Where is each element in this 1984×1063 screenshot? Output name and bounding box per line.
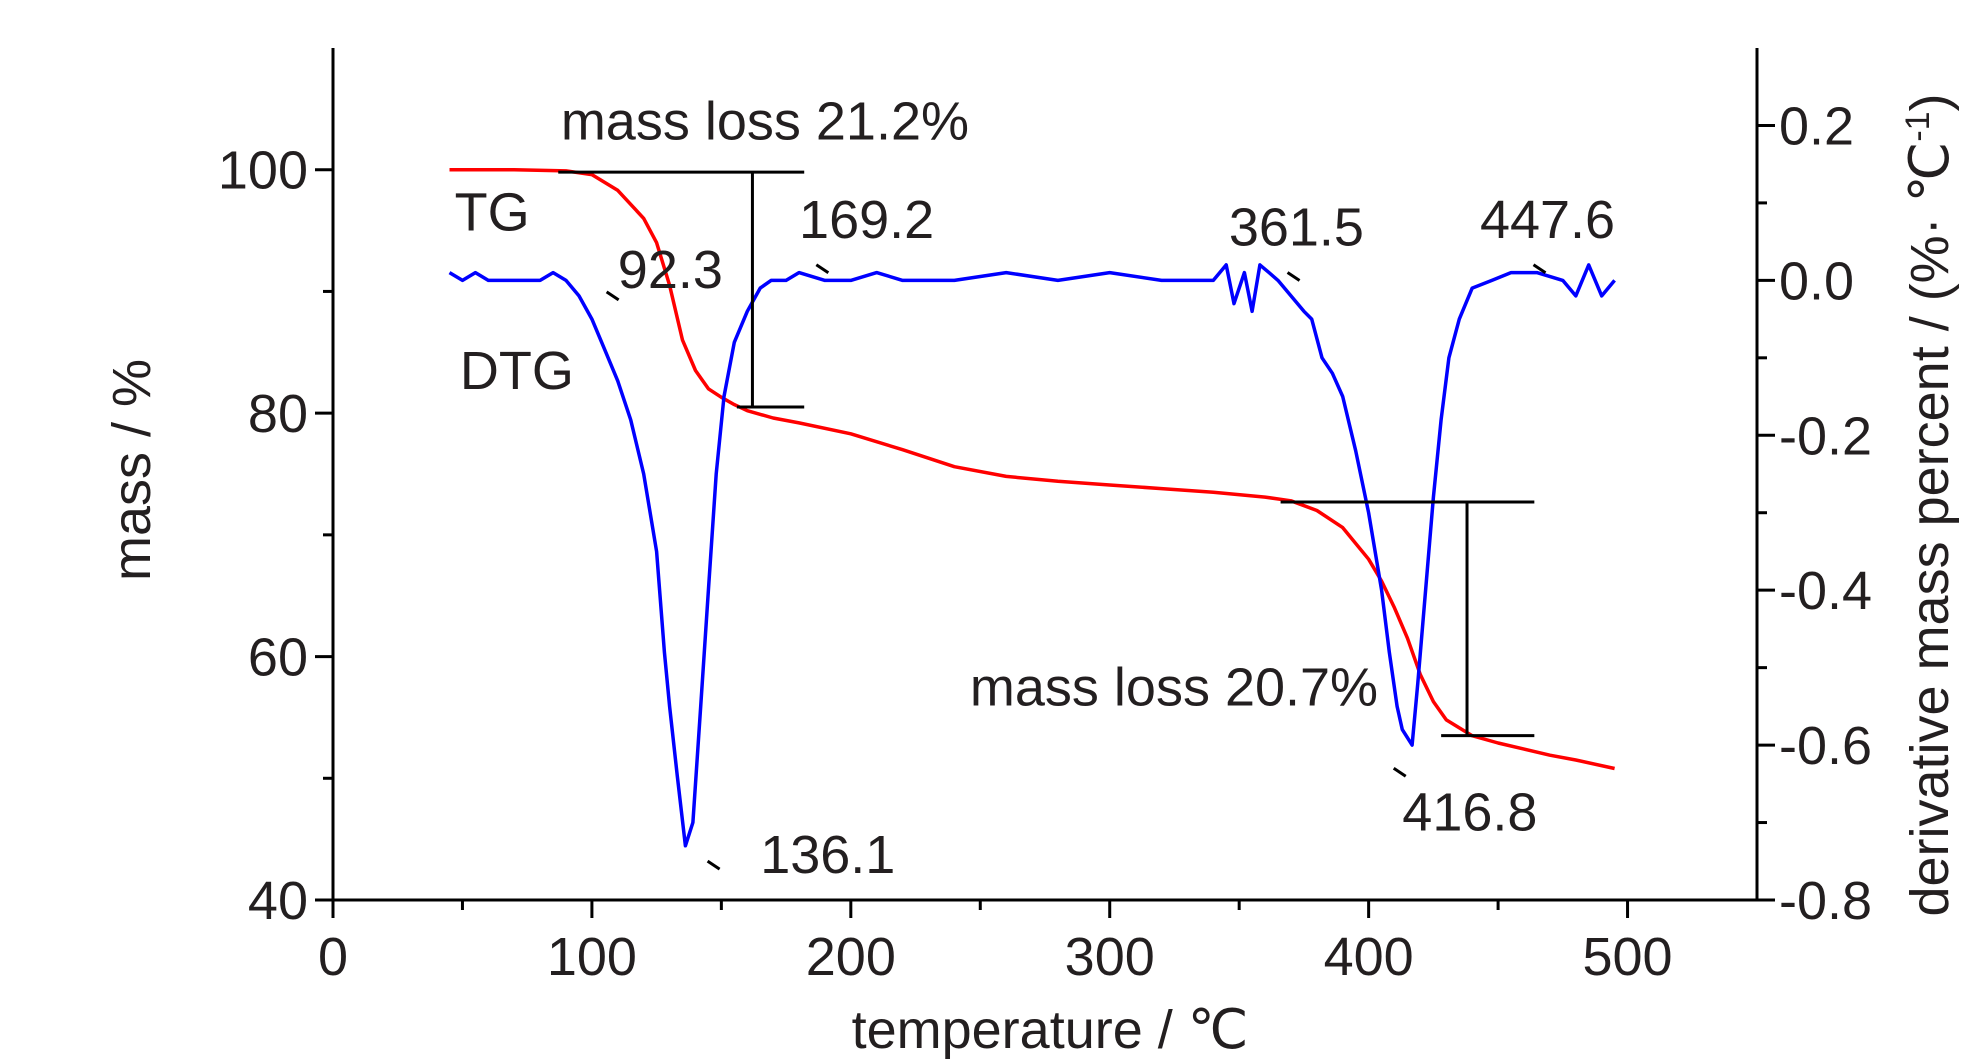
y2-tick-label: 0.0 (1779, 251, 1854, 311)
x-tick-label: 500 (1582, 927, 1672, 987)
series-label-tg: TG (455, 183, 530, 243)
peak-label: 416.8 (1402, 782, 1537, 842)
y2-tick-label: -0.4 (1779, 561, 1872, 621)
peak-leader-mark (1532, 263, 1547, 274)
y-tick-label: 60 (248, 628, 308, 688)
labels-layer: mass loss 21.2% mass loss 20.7% TG DTG 92.3 1… (455, 91, 1615, 885)
peak-leader-mark (1392, 766, 1407, 778)
x-tick-label: 100 (547, 927, 637, 987)
y2-axis-title-superscript: -1 (1899, 111, 1937, 141)
mass-loss-bracket-layer (558, 170, 1535, 738)
mass-loss-bracket-1 (558, 170, 805, 409)
y-tick-label: 80 (248, 384, 308, 444)
x-tick-label: 300 (1065, 927, 1155, 987)
y-axis-title: mass / % (102, 359, 162, 581)
series-layer (448, 167, 1616, 848)
series-line-dtg (448, 263, 1616, 848)
plot-frame-layer (331, 48, 1759, 902)
y2-axis-title-suffix: ) (1900, 93, 1960, 111)
x-axis-title: temperature / ℃ (852, 1000, 1249, 1060)
x-tick-label: 400 (1324, 927, 1414, 987)
mass-loss-bracket-2 (1280, 500, 1535, 738)
peak-leader-mark (1286, 271, 1301, 282)
mass-loss-annotation: mass loss 21.2% (561, 91, 969, 151)
peak-label: 136.1 (760, 825, 895, 885)
y2-axis-title: derivative mass percent / (%· ℃-1) (1899, 93, 1960, 916)
y-tick-label: 100 (218, 141, 308, 201)
y2-tick-label: -0.2 (1779, 406, 1872, 466)
peak-label: 169.2 (799, 190, 934, 250)
y2-tick-label: -0.6 (1779, 716, 1872, 776)
series-line-tg (449, 167, 1615, 771)
series-label-dtg: DTG (460, 341, 574, 401)
y-tick-label: 40 (248, 871, 308, 931)
peak-leader-mark (605, 290, 620, 302)
x-tick-label: 0 (318, 927, 348, 987)
peak-leader-mark (706, 859, 721, 871)
axis-ticks-layer: 0 100 200 300 400 500 40 60 80 100 0.2 0.0 -0.2 -0.4 -… (218, 96, 1872, 987)
y2-tick-label: 0.2 (1779, 96, 1854, 156)
y2-axis-title-main: derivative mass percent / (%· ℃ (1900, 142, 1960, 917)
x-tick-label: 200 (806, 927, 896, 987)
y2-tick-label: -0.8 (1779, 871, 1872, 931)
peak-label: 361.5 (1229, 198, 1364, 258)
peak-leader-mark (815, 263, 830, 274)
mass-loss-annotation: mass loss 20.7% (970, 657, 1378, 717)
peak-label: 92.3 (618, 240, 723, 300)
peak-label: 447.6 (1480, 190, 1615, 250)
